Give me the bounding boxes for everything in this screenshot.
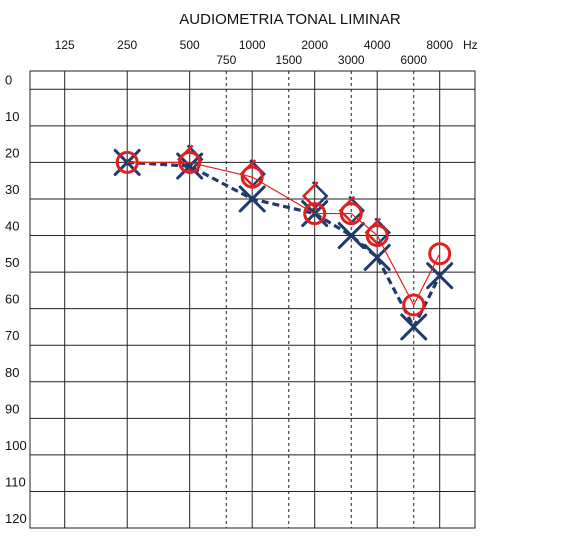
right-air-line [127,161,441,306]
x-tick-label: 4000 [364,38,391,52]
y-tick-label: 90 [5,401,19,416]
y-tick-label: 30 [5,182,19,197]
left-bone-marker [249,159,266,189]
x-tick-label: 125 [55,38,75,52]
x-tick-label: 1000 [239,38,266,52]
right-air-marker [365,224,389,248]
x-axis-unit-label: Hz [463,38,478,52]
x-tick-label: 250 [117,38,137,52]
y-tick-label: 10 [5,109,19,124]
right-air-marker [402,293,426,317]
y-tick-label: 20 [5,145,19,160]
left-air-marker [238,185,266,213]
y-tick-label: 80 [5,365,19,380]
y-tick-label: 50 [5,255,19,270]
right-air-marker [303,202,327,226]
left-air-line [127,160,442,329]
y-tick-label: 100 [5,438,27,453]
y-tick-label: 110 [5,474,26,489]
left-air-marker [400,313,428,341]
x-tick-label-intermediate: 750 [216,53,236,67]
x-tick-label-intermediate: 1500 [275,53,302,67]
y-tick-label: 120 [5,511,27,526]
left-bone-marker [348,195,366,226]
x-tick-label-intermediate: 6000 [400,53,427,67]
y-tick-label: 60 [5,292,19,307]
right-air-marker [115,150,139,174]
right-air-marker [240,165,264,189]
y-tick-label: 40 [5,219,19,234]
left-air-marker [337,222,365,250]
x-tick-label-intermediate: 3000 [338,53,365,67]
right-air-marker [178,150,202,174]
y-tick-label: 0 [5,72,12,87]
right-bone-marker [301,181,319,211]
chart-title: AUDIOMETRIA TONAL LIMINAR [179,11,401,28]
x-tick-label: 500 [180,38,200,52]
x-tick-label: 2000 [301,38,328,52]
y-tick-label: 70 [5,328,19,343]
right-air-marker [339,202,363,226]
left-air-marker [426,262,454,290]
right-air-marker [428,242,452,266]
x-tick-label: 8000 [426,38,453,52]
